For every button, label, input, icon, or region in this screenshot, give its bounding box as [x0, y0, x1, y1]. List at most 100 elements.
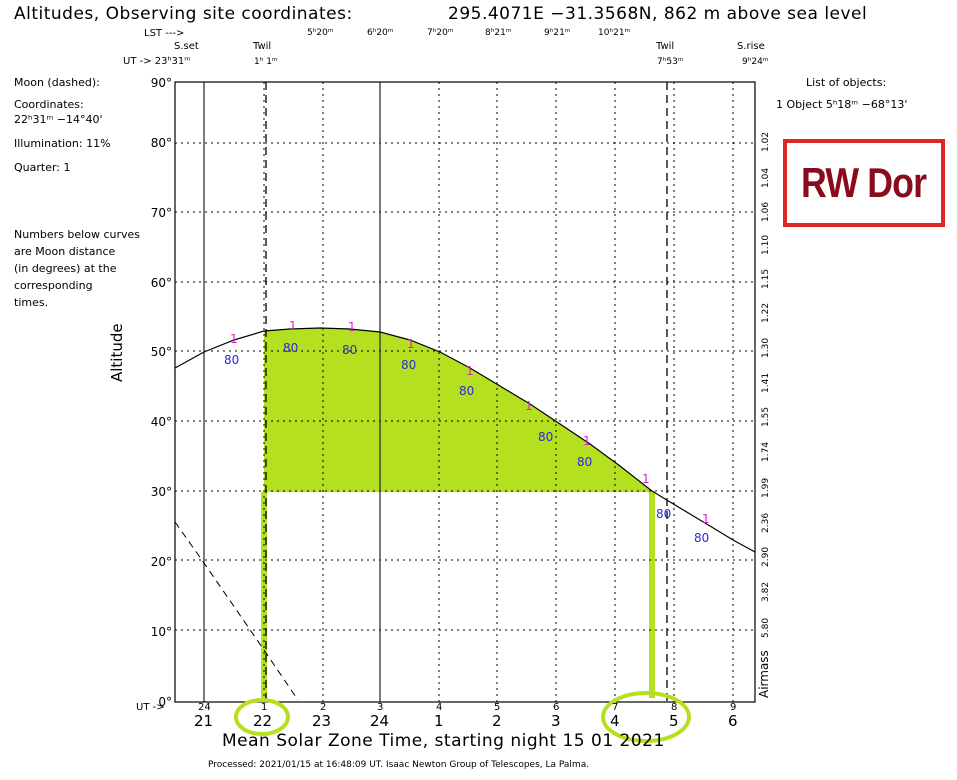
svg-text:1.04: 1.04 — [761, 168, 771, 188]
local-tick: 3 — [551, 712, 561, 730]
svg-text:80: 80 — [342, 343, 357, 357]
horizontal-gridlines — [175, 142, 755, 631]
local-tick: 22 — [253, 712, 273, 730]
window-start-drop — [261, 492, 267, 698]
moon-coords-value: 22ʰ31ᵐ −14°40' — [14, 113, 103, 126]
svg-text:1.30: 1.30 — [761, 338, 771, 358]
svg-text:60°: 60° — [151, 276, 172, 290]
svg-text:2.90: 2.90 — [761, 547, 771, 567]
svg-text:1: 1 — [348, 320, 356, 334]
twilight-evening-time: 1ʰ 1ᵐ — [254, 57, 278, 67]
moon-quarter: Quarter: 1 — [14, 161, 71, 174]
ut-tick: 1 — [261, 702, 268, 713]
local-tick: 24 — [370, 712, 390, 730]
svg-text:20°: 20° — [151, 555, 172, 569]
svg-text:5.80: 5.80 — [761, 618, 771, 638]
lst-tick: 7ʰ20ᵐ — [427, 28, 454, 38]
svg-text:80: 80 — [401, 358, 416, 372]
site-coordinates: 295.4071E −31.3568N, 862 m above sea lev… — [448, 4, 868, 24]
svg-text:1.15: 1.15 — [761, 269, 771, 289]
svg-text:80: 80 — [694, 531, 709, 545]
window-start-circle — [234, 698, 290, 736]
vertical-gridlines — [263, 82, 734, 702]
svg-text:1.41: 1.41 — [761, 373, 771, 393]
local-tick: 4 — [610, 712, 620, 730]
svg-text:1: 1 — [466, 364, 474, 378]
svg-text:80°: 80° — [151, 136, 172, 150]
svg-text:1: 1 — [230, 332, 238, 346]
ut-tick: 2 — [320, 702, 327, 713]
svg-text:1: 1 — [642, 472, 650, 486]
local-tick: 2 — [492, 712, 502, 730]
svg-text:80: 80 — [224, 353, 239, 367]
svg-text:2.36: 2.36 — [761, 513, 771, 533]
airmass-ticks: 1.02 1.04 1.06 1.10 1.15 1.22 1.30 1.41 … — [757, 132, 771, 698]
ut-tick: 7 — [612, 702, 619, 713]
svg-text:1.99: 1.99 — [761, 478, 771, 498]
ut-tick: 4 — [436, 702, 443, 713]
svg-text:70°: 70° — [151, 206, 172, 220]
x-axis-label: Mean Solar Zone Time, starting night 15 … — [222, 731, 665, 751]
moon-illumination: Illumination: 11% — [14, 137, 111, 150]
svg-text:1.02: 1.02 — [761, 132, 771, 152]
lst-tick: 6ʰ20ᵐ — [367, 28, 394, 38]
ut-tick: 9 — [730, 702, 737, 713]
svg-text:80: 80 — [656, 507, 671, 521]
svg-text:1.06: 1.06 — [761, 202, 771, 222]
objects-heading: List of objects: — [806, 76, 887, 89]
moon-coords-label: Coordinates: — [14, 98, 84, 111]
moon-altitude-curve — [174, 521, 299, 701]
lst-tick: 8ʰ21ᵐ — [485, 28, 512, 38]
object-name: RW Dor — [801, 159, 927, 206]
object-name-badge: RW Dor — [783, 139, 945, 227]
moon-note-line: (in degrees) at the — [14, 262, 117, 275]
observable-window-fill — [264, 328, 652, 492]
moon-note-line: times. — [14, 296, 49, 309]
svg-text:80: 80 — [538, 430, 553, 444]
moon-note-line: Numbers below curves — [14, 228, 140, 241]
svg-text:80: 80 — [459, 384, 474, 398]
lst-tick: 5ʰ20ᵐ — [307, 28, 334, 38]
lst-tick: 9ʰ21ᵐ — [544, 28, 571, 38]
svg-text:50°: 50° — [151, 345, 172, 359]
lst-label: LST ---> — [144, 28, 185, 39]
moon-note-line: are Moon distance — [14, 245, 116, 258]
svg-text:1: 1 — [583, 434, 591, 448]
svg-text:1: 1 — [289, 319, 297, 333]
local-tick: 1 — [434, 712, 444, 730]
svg-text:0°: 0° — [158, 695, 172, 709]
svg-text:1: 1 — [702, 512, 710, 526]
svg-text:10°: 10° — [151, 625, 172, 639]
svg-text:1: 1 — [525, 399, 533, 413]
local-tick: 6 — [728, 712, 738, 730]
sunrise-label: S.rise — [737, 41, 765, 52]
window-end-drop — [649, 492, 655, 698]
plot-frame — [174, 81, 756, 703]
ut-tick: 24 — [198, 702, 211, 713]
twilight-morning-label: Twil — [656, 41, 675, 52]
moon-note-line: corresponding — [14, 279, 93, 292]
svg-text:1: 1 — [407, 337, 415, 351]
ut-tick: 8 — [671, 702, 678, 713]
moon-heading: Moon (dashed): — [14, 76, 100, 89]
ut-prefix: UT -> — [136, 702, 165, 713]
ut-tick: 6 — [553, 702, 560, 713]
local-tick: 5 — [669, 712, 679, 730]
window-end-circle — [601, 691, 691, 743]
svg-text:40°: 40° — [151, 415, 172, 429]
svg-text:90°: 90° — [151, 76, 172, 90]
svg-text:30°: 30° — [151, 485, 172, 499]
svg-text:1.22: 1.22 — [761, 303, 771, 323]
sunrise-time: 9ʰ24ᵐ — [742, 57, 769, 67]
svg-text:Airmass: Airmass — [757, 650, 771, 698]
moon-distance-labels: 80 80 80 80 80 80 80 80 80 — [224, 341, 709, 545]
local-tick: 23 — [312, 712, 332, 730]
svg-text:1.55: 1.55 — [761, 407, 771, 427]
ut-sunset-time: UT -> 23ʰ31ᵐ — [123, 56, 191, 67]
processed-footer: Processed: 2021/01/15 at 16:48:09 UT. Is… — [208, 760, 590, 770]
lst-tick: 10ʰ21ᵐ — [598, 28, 631, 38]
twilight-morning-time: 7ʰ53ᵐ — [657, 57, 684, 67]
sunset-label: S.set — [174, 41, 199, 52]
twilight-evening-label: Twil — [253, 41, 272, 52]
